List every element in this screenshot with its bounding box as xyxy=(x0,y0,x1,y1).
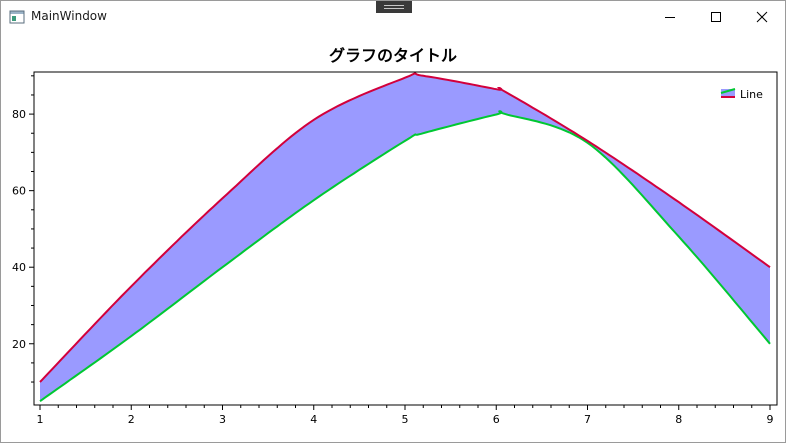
x-tick-label: 5 xyxy=(402,413,409,426)
maximize-icon xyxy=(711,11,721,22)
drag-grip[interactable] xyxy=(376,1,412,13)
legend-swatch-lower xyxy=(720,88,736,94)
minimize-icon xyxy=(665,16,675,18)
area-fill xyxy=(40,73,770,402)
x-tick-label: 4 xyxy=(310,413,317,426)
close-button[interactable] xyxy=(739,1,785,32)
legend-swatch-fill xyxy=(721,89,735,96)
chart-panel: グラフのタイトル 1 2 3 4 5 6 7 8 9 20 40 60 80 Line xyxy=(1,32,785,442)
x-tick-label: 3 xyxy=(219,413,226,426)
legend-label: Line xyxy=(740,88,763,101)
plot-layer xyxy=(39,72,771,403)
minimize-button[interactable] xyxy=(647,1,693,32)
maximize-button[interactable] xyxy=(693,1,739,32)
title-bar[interactable]: MainWindow xyxy=(1,1,785,32)
chart-svg: 1 2 3 4 5 6 7 8 9 20 40 60 80 Line xyxy=(12,71,778,426)
x-tick-label: 6 xyxy=(493,413,500,426)
y-tick-label: 20 xyxy=(12,338,26,351)
app-icon xyxy=(9,10,25,24)
window-title: MainWindow xyxy=(31,9,107,23)
x-tick-label: 2 xyxy=(128,413,135,426)
x-tick-label: 7 xyxy=(584,413,591,426)
chart-title: グラフのタイトル xyxy=(328,46,457,65)
series-line-lower xyxy=(39,110,771,403)
x-tick-label: 9 xyxy=(767,413,774,426)
legend: Line xyxy=(720,88,763,101)
axis-layer: 1 2 3 4 5 6 7 8 9 20 40 60 80 xyxy=(12,71,778,426)
y-tick-label: 40 xyxy=(12,261,26,274)
x-tick-label: 8 xyxy=(675,413,682,426)
close-icon xyxy=(756,11,768,22)
y-tick-label: 80 xyxy=(12,108,26,121)
series-line-upper xyxy=(39,72,771,383)
y-tick-label: 60 xyxy=(12,185,26,198)
x-tick-label: 1 xyxy=(37,413,44,426)
